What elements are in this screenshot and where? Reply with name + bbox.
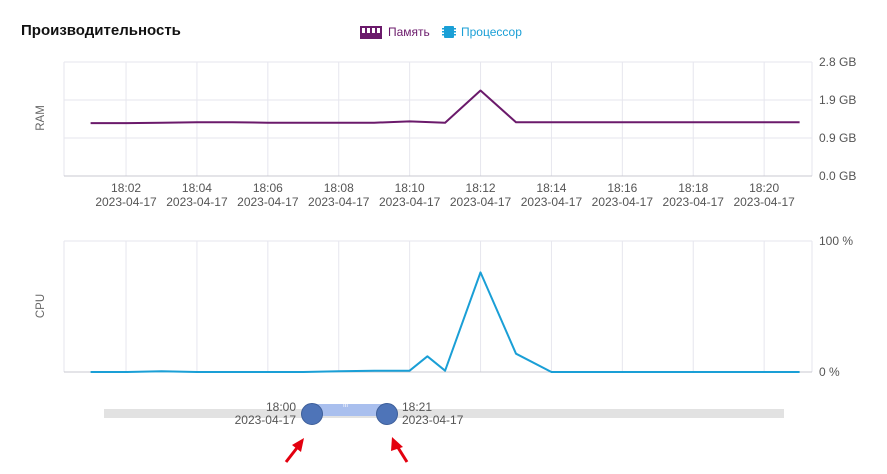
x-tick-time: 18:14 bbox=[536, 181, 566, 195]
range-end-handle[interactable] bbox=[376, 403, 398, 425]
x-tick-time: 18:04 bbox=[182, 181, 212, 195]
time-range-track[interactable] bbox=[104, 409, 784, 418]
legend-memory-label: Память bbox=[388, 25, 430, 39]
x-tick-date: 2023-04-17 bbox=[663, 195, 725, 209]
end-arrow-icon bbox=[391, 437, 409, 463]
cpu-series-line bbox=[90, 271, 800, 373]
start-arrow-icon bbox=[284, 438, 304, 463]
x-tick-time: 18:18 bbox=[678, 181, 708, 195]
range-start-time: 18:00 bbox=[265, 400, 296, 414]
x-tick-time: 18:10 bbox=[395, 181, 425, 195]
range-start-handle[interactable] bbox=[301, 403, 323, 425]
x-tick-date: 2023-04-17 bbox=[308, 195, 370, 209]
selection-grip: III bbox=[343, 403, 349, 409]
y-axis-title: CPU bbox=[35, 294, 47, 318]
x-tick-date: 2023-04-17 bbox=[733, 195, 795, 209]
y-tick-label: 100 % bbox=[819, 234, 853, 248]
x-tick-date: 2023-04-17 bbox=[450, 195, 512, 209]
y-tick-label: 0.0 GB bbox=[819, 169, 856, 183]
legend-memory[interactable]: Память bbox=[359, 24, 430, 40]
page-title: Производительность bbox=[21, 22, 181, 39]
memory-icon bbox=[360, 26, 382, 39]
x-tick-time: 18:08 bbox=[324, 181, 354, 195]
legend-cpu-label: Процессор bbox=[461, 25, 522, 39]
memory-series-line bbox=[90, 89, 800, 125]
x-tick-date: 2023-04-17 bbox=[95, 195, 157, 209]
x-tick-time: 18:12 bbox=[466, 181, 496, 195]
x-tick-date: 2023-04-17 bbox=[166, 195, 228, 209]
x-tick-time: 18:06 bbox=[253, 181, 283, 195]
x-tick-date: 2023-04-17 bbox=[592, 195, 654, 209]
range-end-label: 18:21 2023-04-17 bbox=[402, 401, 463, 427]
y-tick-label: 1.9 GB bbox=[819, 93, 856, 107]
x-tick-date: 2023-04-17 bbox=[379, 195, 441, 209]
y-tick-label: 0 % bbox=[819, 365, 840, 379]
legend-cpu[interactable]: Процессор bbox=[442, 24, 522, 40]
time-range-selection[interactable]: III bbox=[311, 403, 387, 416]
cpu-chip-icon bbox=[442, 26, 456, 38]
x-tick-date: 2023-04-17 bbox=[237, 195, 299, 209]
x-tick-date: 2023-04-17 bbox=[521, 195, 583, 209]
x-tick-time: 18:16 bbox=[607, 181, 637, 195]
annotation-arrows bbox=[284, 437, 409, 463]
x-tick-time: 18:20 bbox=[749, 181, 779, 195]
range-start-label: 18:00 2023-04-17 bbox=[228, 401, 296, 427]
x-tick-time: 18:02 bbox=[111, 181, 141, 195]
range-end-date: 2023-04-17 bbox=[402, 413, 464, 427]
y-tick-label: 2.8 GB bbox=[819, 55, 856, 69]
y-axis-title: RAM bbox=[35, 105, 47, 131]
range-end-time: 18:21 bbox=[402, 400, 433, 414]
range-start-date: 2023-04-17 bbox=[234, 413, 296, 427]
y-tick-label: 0.9 GB bbox=[819, 131, 856, 145]
